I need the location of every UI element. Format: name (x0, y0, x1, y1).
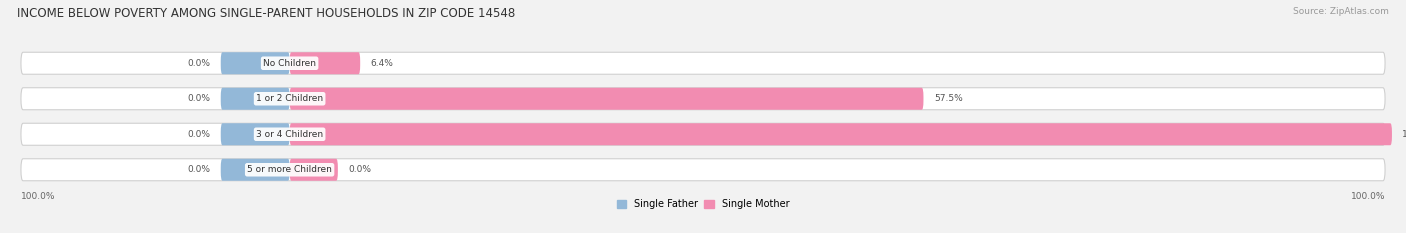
Text: 0.0%: 0.0% (187, 165, 211, 174)
Text: 1 or 2 Children: 1 or 2 Children (256, 94, 323, 103)
Text: 100.0%: 100.0% (1351, 192, 1385, 201)
Text: 57.5%: 57.5% (934, 94, 963, 103)
FancyBboxPatch shape (290, 123, 1392, 145)
Text: 0.0%: 0.0% (187, 59, 211, 68)
Text: 6.4%: 6.4% (371, 59, 394, 68)
FancyBboxPatch shape (221, 88, 290, 110)
FancyBboxPatch shape (21, 123, 1385, 145)
FancyBboxPatch shape (221, 123, 290, 145)
Text: 0.0%: 0.0% (187, 94, 211, 103)
FancyBboxPatch shape (221, 159, 290, 181)
Text: 5 or more Children: 5 or more Children (247, 165, 332, 174)
Text: 100.0%: 100.0% (1402, 130, 1406, 139)
Legend: Single Father, Single Mother: Single Father, Single Mother (613, 195, 793, 213)
Text: No Children: No Children (263, 59, 316, 68)
Text: 100.0%: 100.0% (21, 192, 55, 201)
FancyBboxPatch shape (21, 52, 1385, 74)
Text: INCOME BELOW POVERTY AMONG SINGLE-PARENT HOUSEHOLDS IN ZIP CODE 14548: INCOME BELOW POVERTY AMONG SINGLE-PARENT… (17, 7, 515, 20)
Text: 0.0%: 0.0% (187, 130, 211, 139)
Text: 3 or 4 Children: 3 or 4 Children (256, 130, 323, 139)
FancyBboxPatch shape (221, 52, 290, 74)
FancyBboxPatch shape (21, 88, 1385, 110)
Text: Source: ZipAtlas.com: Source: ZipAtlas.com (1294, 7, 1389, 16)
FancyBboxPatch shape (21, 159, 1385, 181)
FancyBboxPatch shape (290, 159, 337, 181)
Text: 0.0%: 0.0% (349, 165, 371, 174)
FancyBboxPatch shape (290, 52, 360, 74)
FancyBboxPatch shape (290, 88, 924, 110)
